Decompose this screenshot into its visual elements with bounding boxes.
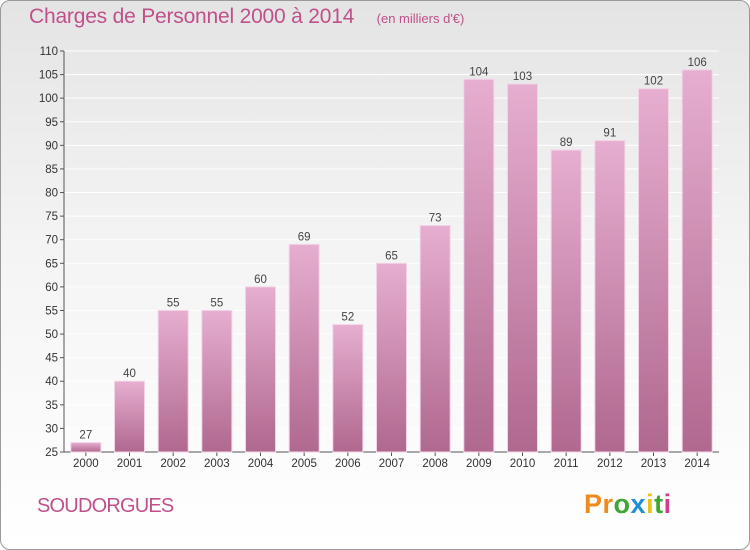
y-tick-label: 100 xyxy=(39,93,58,105)
bars xyxy=(70,69,713,453)
x-tick-label-2003: 2003 xyxy=(204,458,230,470)
logo-letter: o xyxy=(613,489,631,519)
x-tick-label-2005: 2005 xyxy=(291,458,317,470)
data-label-2006: 52 xyxy=(341,312,354,324)
y-tick-label: 55 xyxy=(45,305,58,317)
logo-letter: i xyxy=(663,489,672,519)
y-tick-label: 65 xyxy=(45,258,58,270)
bar-2008 xyxy=(419,225,451,453)
y-tick-labels: 25 30 35 40 45 50 55 60 65 70 75 80 85 90 95 100 105 110 xyxy=(39,46,58,459)
x-tick-label-2008: 2008 xyxy=(422,458,448,470)
chart-title-row: Charges de Personnel 2000 à 2014 (en mil… xyxy=(29,5,464,29)
data-label-2001: 40 xyxy=(123,368,136,380)
data-label-2010: 103 xyxy=(513,71,532,83)
bar-2011 xyxy=(550,149,582,453)
bar-2001 xyxy=(114,380,145,453)
bar-2003 xyxy=(201,309,233,453)
x-tick-label-2014: 2014 xyxy=(684,458,710,470)
commune-name: SOUDORGUES xyxy=(37,495,174,517)
bar-2000 xyxy=(70,442,102,453)
logo-letter: r xyxy=(602,489,614,519)
proxiti-logo: Proxiti xyxy=(584,489,672,520)
data-label-2008: 73 xyxy=(429,213,442,225)
data-label-2003: 55 xyxy=(210,297,223,309)
data-label-2004: 60 xyxy=(254,274,267,286)
y-tick-label: 30 xyxy=(45,423,58,435)
y-tick-label: 45 xyxy=(45,353,58,365)
y-tick-label: 70 xyxy=(45,235,58,247)
data-label-2002: 55 xyxy=(167,297,180,309)
logo-letter: P xyxy=(584,489,603,519)
x-tick-label-2011: 2011 xyxy=(554,458,579,470)
chart-unit: (en milliers d'€) xyxy=(376,11,465,26)
logo-letter: x xyxy=(630,489,647,519)
data-label-2012: 91 xyxy=(603,128,616,140)
x-tick-label-2010: 2010 xyxy=(510,458,536,470)
data-label-2011: 89 xyxy=(560,137,573,149)
bar-2014 xyxy=(681,69,713,453)
y-tick-label: 110 xyxy=(40,46,58,58)
bar-2010 xyxy=(507,83,538,453)
y-tick-label: 85 xyxy=(45,164,58,176)
x-tick-label-2006: 2006 xyxy=(335,458,361,470)
bar-2002 xyxy=(157,309,189,453)
chart-title: Charges de Personnel 2000 à 2014 xyxy=(29,5,355,28)
x-tick-label-2002: 2002 xyxy=(160,458,186,470)
bar-2013 xyxy=(638,88,669,453)
y-tick-label: 40 xyxy=(45,376,58,388)
bar-2007 xyxy=(376,262,407,453)
y-tick-label: 80 xyxy=(45,188,58,200)
bar-2004 xyxy=(245,286,276,453)
data-label-2009: 104 xyxy=(469,66,489,78)
y-tick-label: 60 xyxy=(45,282,58,294)
data-label-2014: 106 xyxy=(688,57,707,69)
y-tick-label: 95 xyxy=(45,117,58,129)
y-tick-label: 35 xyxy=(45,400,58,412)
data-labels: 27 40 55 55 60 69 52 65 73 104 103 89 91 102 106 xyxy=(79,57,706,442)
x-tick-label-2001: 2001 xyxy=(117,458,143,470)
data-label-2000: 27 xyxy=(79,430,92,442)
x-tick-label-2004: 2004 xyxy=(248,458,274,470)
bar-2012 xyxy=(594,140,626,453)
y-tick-label: 25 xyxy=(45,447,58,459)
y-tick-label: 105 xyxy=(39,70,58,82)
data-label-2005: 69 xyxy=(298,231,311,243)
bar-2005 xyxy=(288,243,320,453)
x-tick-label-2000: 2000 xyxy=(73,458,99,470)
x-tick-label-2007: 2007 xyxy=(379,458,405,470)
bar-2009 xyxy=(463,78,495,453)
logo-letter: i xyxy=(646,489,655,519)
logo-letter: t xyxy=(654,489,664,519)
x-tick-labels: 2000 2001 2002 2003 2004 2005 2006 2007 2008 2009… xyxy=(73,458,711,470)
x-tick-label-2009: 2009 xyxy=(466,458,492,470)
data-label-2007: 65 xyxy=(385,250,398,262)
y-tick-label: 50 xyxy=(45,329,58,341)
bar-2006 xyxy=(332,324,364,453)
y-tick-label: 90 xyxy=(45,140,58,152)
x-tick-label-2012: 2012 xyxy=(597,458,623,470)
data-label-2013: 102 xyxy=(644,76,663,88)
y-tick-label: 75 xyxy=(45,211,58,223)
x-tick-label-2013: 2013 xyxy=(641,458,667,470)
